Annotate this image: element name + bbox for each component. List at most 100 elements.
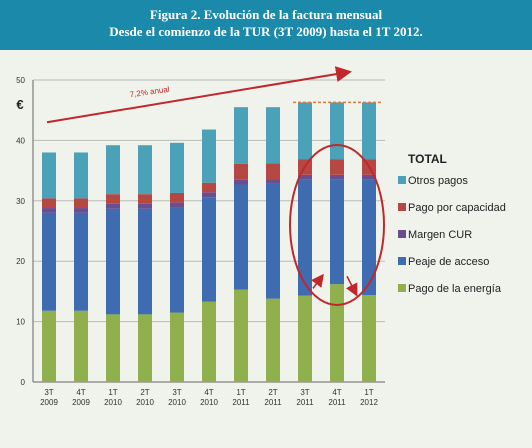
x-tick-label-period: 1T — [108, 388, 117, 397]
legend-title: TOTAL — [408, 152, 447, 166]
legend-swatch — [398, 257, 406, 265]
x-tick-label-year: 2009 — [40, 398, 58, 407]
bar-segment — [202, 182, 216, 193]
bar-segment — [234, 163, 248, 180]
bar-segment — [74, 208, 88, 213]
bar-segment — [330, 179, 344, 285]
bar-segment — [74, 198, 88, 209]
bar-segment — [138, 145, 152, 195]
legend-label: Otros pagos — [408, 175, 468, 187]
legend-swatch — [398, 176, 406, 184]
legend-label: Pago de la energía — [408, 283, 502, 295]
bar-segment — [362, 102, 376, 160]
y-tick-label: 30 — [16, 197, 25, 206]
bar-segment — [266, 179, 280, 184]
bar-segment — [202, 301, 216, 382]
bar-segment — [298, 295, 312, 382]
bar-segment — [362, 295, 376, 382]
highlight-ellipse — [289, 143, 385, 306]
legend-label: Margen CUR — [408, 229, 472, 241]
x-tick-label-period: 4T — [332, 388, 341, 397]
bar-segment — [202, 129, 216, 183]
bar-segment — [74, 212, 88, 311]
x-tick-label-period: 1T — [236, 388, 245, 397]
bar-segment — [234, 184, 248, 290]
legend-label: Peaje de acceso — [408, 256, 489, 268]
stacked-bar-chart: 01020304050€3T20094T20091T20102T20103T20… — [16, 66, 506, 407]
bar-segment — [266, 163, 280, 180]
bar-segment — [170, 192, 184, 203]
bar-segment — [330, 284, 344, 382]
bar-segment — [74, 152, 88, 199]
bar-segment — [202, 197, 216, 302]
bar-segment — [170, 202, 184, 208]
figure-subtitle: Desde el comienzo de la TUR (3T 2009) ha… — [109, 24, 423, 39]
bar-segment — [266, 298, 280, 382]
bar-segment — [42, 152, 56, 199]
bar-segment — [106, 203, 120, 209]
legend-swatch — [398, 203, 406, 211]
bar-segment — [42, 310, 56, 382]
x-tick-label-year: 2010 — [136, 398, 154, 407]
bar-segment — [330, 174, 344, 180]
bar-segment — [106, 314, 120, 382]
x-tick-label-period: 3T — [44, 388, 53, 397]
bar-segment — [234, 107, 248, 164]
chart-panel: 0 10 20 30 40 50 €3T 2009 4T 2009 1T 2010 2T 2010 3T 20… — [0, 50, 532, 448]
y-tick-label: 40 — [16, 136, 25, 145]
x-tick-label-year: 2010 — [168, 398, 186, 407]
x-tick-label-period: 2T — [140, 388, 149, 397]
bar-segment — [234, 179, 248, 185]
x-tick-label-period: 3T — [172, 388, 181, 397]
x-tick-label-period: 4T — [204, 388, 213, 397]
bar-segment — [298, 174, 312, 180]
bar-segment — [362, 179, 376, 296]
legend-swatch — [398, 284, 406, 292]
bar-segment — [266, 107, 280, 164]
bar-segment — [42, 208, 56, 213]
bar-segment — [138, 314, 152, 382]
x-tick-label-year: 2011 — [232, 398, 250, 407]
y-axis-label: € — [16, 97, 23, 112]
bar-segment — [170, 142, 184, 193]
bar-segment — [362, 174, 376, 180]
bar-segment — [266, 183, 280, 299]
x-tick-label-year: 2012 — [360, 398, 378, 407]
y-tick-label: 50 — [16, 76, 25, 85]
figure-header: Figura 2. Evolución de la factura mensua… — [0, 0, 532, 50]
bar-segment — [170, 312, 184, 382]
bar-segment — [74, 310, 88, 382]
x-tick-label-year: 2010 — [200, 398, 218, 407]
bar-segment — [330, 159, 344, 175]
y-tick-label: 20 — [16, 257, 25, 266]
x-tick-label-period: 3T — [300, 388, 309, 397]
bar-segment — [298, 179, 312, 296]
down-arrow-icon — [345, 275, 358, 297]
bar-segment — [298, 102, 312, 160]
y-tick-label: 0 — [21, 378, 26, 387]
legend-label: Pago por capacidad — [408, 202, 506, 214]
x-tick-label-year: 2010 — [104, 398, 122, 407]
y-tick-label: 10 — [16, 318, 25, 327]
x-tick-label-year: 2011 — [296, 398, 314, 407]
bar-segment — [138, 203, 152, 209]
legend-swatch — [398, 230, 406, 238]
x-tick-label-period: 4T — [76, 388, 85, 397]
bar-segment — [138, 208, 152, 315]
bar-segment — [330, 102, 344, 160]
up-arrow-icon — [311, 273, 324, 289]
bar-segment — [170, 207, 184, 313]
bar-segment — [234, 289, 248, 382]
bar-segment — [106, 145, 120, 195]
bar-segment — [202, 192, 216, 198]
trend-label: 7,2% anual — [129, 85, 170, 100]
x-tick-label-year: 2011 — [264, 398, 282, 407]
x-tick-label-year: 2009 — [72, 398, 90, 407]
figure-title: Figura 2. Evolución de la factura mensua… — [149, 7, 383, 22]
x-tick-label-period: 1T — [364, 388, 373, 397]
trend-arrow — [46, 66, 352, 124]
bar-segment — [42, 212, 56, 311]
x-tick-label-period: 2T — [268, 388, 277, 397]
bar-segment — [106, 208, 120, 315]
bar-segment — [138, 194, 152, 204]
